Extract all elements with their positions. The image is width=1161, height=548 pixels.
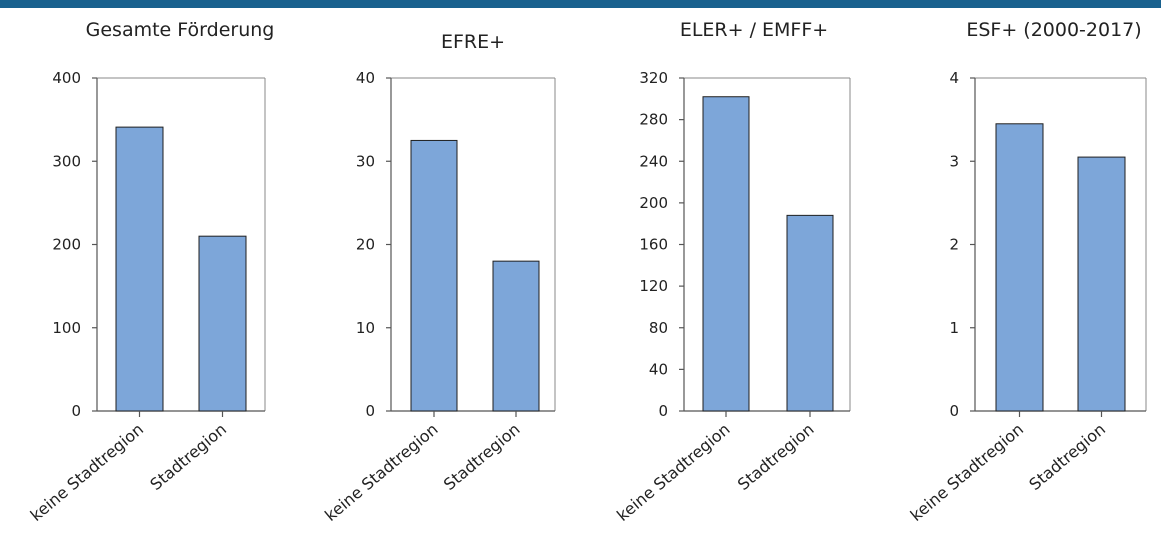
y-tick-label: 0 bbox=[658, 402, 668, 420]
bar bbox=[787, 215, 833, 411]
bar bbox=[1078, 157, 1125, 411]
x-category-label: Stadtregion bbox=[146, 420, 230, 495]
x-category-label: Stadtregion bbox=[440, 420, 524, 495]
y-tick-label: 160 bbox=[639, 236, 668, 254]
y-tick-label: 100 bbox=[52, 319, 81, 337]
y-tick-label: 0 bbox=[71, 402, 81, 420]
y-tick-label: 200 bbox=[52, 236, 81, 254]
bar bbox=[703, 97, 749, 411]
y-tick-label: 80 bbox=[649, 319, 668, 337]
y-tick-label: 280 bbox=[639, 111, 668, 129]
y-tick-label: 2 bbox=[949, 236, 959, 254]
y-tick-label: 1 bbox=[949, 319, 959, 337]
bar bbox=[411, 140, 457, 411]
bar bbox=[996, 124, 1043, 411]
chart-panel-3: ELER+ / EMFF+ 0 40 80 120 160 200 240 280 320 kein… bbox=[613, 19, 850, 525]
y-tick-label: 40 bbox=[649, 360, 668, 378]
chart-panel-1: Gesamte Förderung 0 100 200 300 400 keine Stad… bbox=[27, 19, 275, 525]
y-tick-label: 0 bbox=[949, 402, 959, 420]
y-tick-label: 40 bbox=[356, 69, 375, 87]
x-category-label: keine Stadtregion bbox=[27, 420, 147, 525]
y-tick-label: 4 bbox=[949, 69, 959, 87]
y-tick-label: 300 bbox=[52, 152, 81, 170]
chart-title: EFRE+ bbox=[441, 31, 505, 53]
bar bbox=[199, 236, 246, 411]
bar bbox=[116, 127, 163, 411]
chart-panel-4: ESF+ (2000-2017) 0 1 2 3 4 keine StadtregionSt… bbox=[907, 19, 1146, 525]
x-category-label: keine Stadtregion bbox=[321, 420, 441, 525]
chart-title: ELER+ / EMFF+ bbox=[680, 19, 828, 41]
y-tick-label: 30 bbox=[356, 152, 375, 170]
x-category-label: Stadtregion bbox=[1025, 420, 1109, 495]
x-category-label: Stadtregion bbox=[734, 420, 818, 495]
y-tick-label: 0 bbox=[365, 402, 375, 420]
chart-title: Gesamte Förderung bbox=[86, 19, 275, 41]
y-tick-label: 3 bbox=[949, 152, 959, 170]
chart-panel-2: EFRE+ 0 10 20 30 40 keine StadtregionStadtregi… bbox=[321, 31, 555, 525]
y-tick-label: 120 bbox=[639, 277, 668, 295]
y-tick-label: 240 bbox=[639, 152, 668, 170]
y-tick-label: 320 bbox=[639, 69, 668, 87]
y-tick-label: 200 bbox=[639, 194, 668, 212]
y-tick-label: 400 bbox=[52, 69, 81, 87]
y-tick-label: 20 bbox=[356, 236, 375, 254]
bar bbox=[493, 261, 539, 411]
y-tick-label: 10 bbox=[356, 319, 375, 337]
x-category-label: keine Stadtregion bbox=[613, 420, 733, 525]
x-category-label: keine Stadtregion bbox=[907, 420, 1027, 525]
chart-title: ESF+ (2000-2017) bbox=[966, 19, 1141, 41]
